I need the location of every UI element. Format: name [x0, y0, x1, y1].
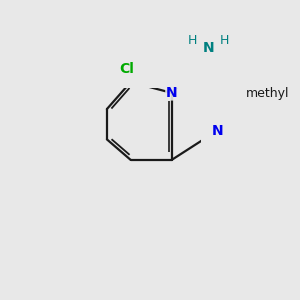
Text: H: H	[220, 34, 229, 47]
Text: Cl: Cl	[120, 62, 134, 76]
Text: methyl: methyl	[246, 87, 290, 100]
Text: N: N	[211, 124, 223, 138]
Text: N: N	[202, 41, 214, 55]
Text: H: H	[188, 34, 197, 47]
Text: N: N	[166, 86, 178, 100]
